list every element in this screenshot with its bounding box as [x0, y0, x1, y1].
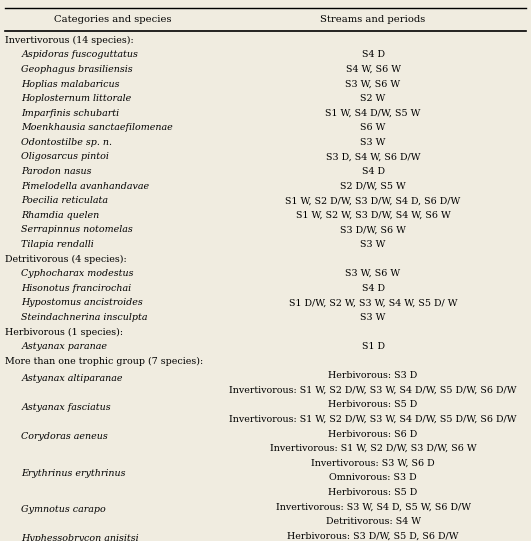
Text: S3 D/W, S6 W: S3 D/W, S6 W — [340, 226, 406, 234]
Text: Serrapinnus notomelas: Serrapinnus notomelas — [21, 226, 133, 234]
Text: S2 W: S2 W — [361, 94, 386, 103]
Text: Parodon nasus: Parodon nasus — [21, 167, 92, 176]
Text: Cyphocharax modestus: Cyphocharax modestus — [21, 269, 134, 278]
Text: Invertivorous: S1 W, S2 D/W, S3 W, S4 D/W, S5 D/W, S6 D/W: Invertivorous: S1 W, S2 D/W, S3 W, S4 D/… — [229, 386, 517, 395]
Text: Hoplias malabaricus: Hoplias malabaricus — [21, 80, 119, 89]
Text: S1 D: S1 D — [362, 342, 384, 351]
Text: Invertivorous: S3 W, S4 D, S5 W, S6 D/W: Invertivorous: S3 W, S4 D, S5 W, S6 D/W — [276, 503, 470, 511]
Text: Invertivorous: S3 W, S6 D: Invertivorous: S3 W, S6 D — [311, 459, 435, 468]
Text: Herbivorous: S5 D: Herbivorous: S5 D — [328, 488, 418, 497]
Text: S3 W: S3 W — [361, 313, 386, 322]
Text: S1 D/W, S2 W, S3 W, S4 W, S5 D/ W: S1 D/W, S2 W, S3 W, S4 W, S5 D/ W — [289, 298, 457, 307]
Text: Astyanax fasciatus: Astyanax fasciatus — [21, 403, 111, 412]
Text: Detritivorous: S4 W: Detritivorous: S4 W — [326, 517, 421, 526]
Text: Streams and periods: Streams and periods — [320, 15, 426, 24]
Text: Categories and species: Categories and species — [54, 15, 172, 24]
Text: Invertivorous (14 species):: Invertivorous (14 species): — [5, 36, 134, 45]
Text: Herbivorous: S5 D: Herbivorous: S5 D — [328, 400, 418, 410]
Text: Gymnotus carapo: Gymnotus carapo — [21, 505, 106, 514]
Text: Hisonotus francirochai: Hisonotus francirochai — [21, 283, 131, 293]
Text: S1 W, S4 D/W, S5 W: S1 W, S4 D/W, S5 W — [326, 109, 421, 118]
Text: Imparfinis schubarti: Imparfinis schubarti — [21, 109, 119, 118]
Text: Rhamdia quelen: Rhamdia quelen — [21, 211, 99, 220]
Text: S3 W, S6 W: S3 W, S6 W — [346, 269, 400, 278]
Text: Oligosarcus pintoi: Oligosarcus pintoi — [21, 153, 109, 162]
Text: Erythrinus erythrinus: Erythrinus erythrinus — [21, 469, 126, 478]
Text: S1 W, S2 W, S3 D/W, S4 W, S6 W: S1 W, S2 W, S3 D/W, S4 W, S6 W — [296, 211, 450, 220]
Text: Hoplosternum littorale: Hoplosternum littorale — [21, 94, 132, 103]
Text: Aspidoras fuscoguttatus: Aspidoras fuscoguttatus — [21, 50, 138, 60]
Text: S4 D: S4 D — [362, 167, 384, 176]
Text: Invertivorous: S1 W, S2 D/W, S3 D/W, S6 W: Invertivorous: S1 W, S2 D/W, S3 D/W, S6 … — [270, 444, 476, 453]
Text: Herbivorous: S6 D: Herbivorous: S6 D — [328, 430, 418, 439]
Text: S4 D: S4 D — [362, 283, 384, 293]
Text: S3 W: S3 W — [361, 240, 386, 249]
Text: S3 D, S4 W, S6 D/W: S3 D, S4 W, S6 D/W — [326, 153, 420, 162]
Text: S4 W, S6 W: S4 W, S6 W — [346, 65, 400, 74]
Text: Tilapia rendalli: Tilapia rendalli — [21, 240, 94, 249]
Text: Herbivorous: S3 D: Herbivorous: S3 D — [328, 371, 418, 380]
Text: Astyanax paranae: Astyanax paranae — [21, 342, 107, 351]
Text: Astyanax altiparanae: Astyanax altiparanae — [21, 374, 123, 383]
Text: Herbivorous (1 species):: Herbivorous (1 species): — [5, 327, 123, 337]
Text: S3 W: S3 W — [361, 138, 386, 147]
Text: S3 W, S6 W: S3 W, S6 W — [346, 80, 400, 89]
Text: S6 W: S6 W — [361, 123, 386, 133]
Text: Invertivorous: S1 W, S2 D/W, S3 W, S4 D/W, S5 D/W, S6 D/W: Invertivorous: S1 W, S2 D/W, S3 W, S4 D/… — [229, 415, 517, 424]
Text: Omnivorous: S3 D: Omnivorous: S3 D — [329, 473, 417, 483]
Text: Odontostilbe sp. n.: Odontostilbe sp. n. — [21, 138, 112, 147]
Text: Detritivorous (4 species):: Detritivorous (4 species): — [5, 255, 127, 263]
Text: Steindachnerina insculpta: Steindachnerina insculpta — [21, 313, 148, 322]
Text: S1 W, S2 D/W, S3 D/W, S4 D, S6 D/W: S1 W, S2 D/W, S3 D/W, S4 D, S6 D/W — [285, 196, 461, 205]
Text: Poecilia reticulata: Poecilia reticulata — [21, 196, 108, 205]
Text: S4 D: S4 D — [362, 50, 384, 60]
Text: Hypostomus ancistroides: Hypostomus ancistroides — [21, 298, 143, 307]
Text: More than one trophic group (7 species):: More than one trophic group (7 species): — [5, 357, 203, 366]
Text: Hyphessobrycon anisitsi: Hyphessobrycon anisitsi — [21, 535, 139, 541]
Text: Pimelodella avanhandavae: Pimelodella avanhandavae — [21, 182, 149, 190]
Text: Moenkhausia sanctaefilomenae: Moenkhausia sanctaefilomenae — [21, 123, 173, 133]
Text: Herbivorous: S3 D/W, S5 D, S6 D/W: Herbivorous: S3 D/W, S5 D, S6 D/W — [287, 532, 459, 540]
Text: Geophagus brasiliensis: Geophagus brasiliensis — [21, 65, 133, 74]
Text: Corydoras aeneus: Corydoras aeneus — [21, 432, 108, 441]
Text: S2 D/W, S5 W: S2 D/W, S5 W — [340, 182, 406, 190]
